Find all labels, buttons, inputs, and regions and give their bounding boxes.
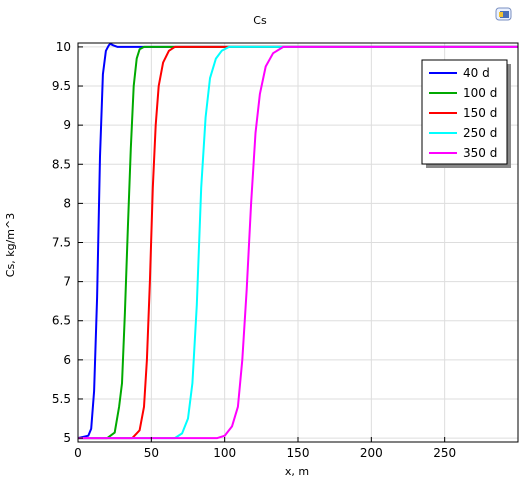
y-tick-label: 5.5 bbox=[52, 392, 71, 406]
y-axis-title: Cs, kg/m^3 bbox=[4, 213, 17, 277]
chart-title: Cs bbox=[253, 14, 267, 27]
legend-label: 250 d bbox=[463, 126, 497, 140]
legend-label: 350 d bbox=[463, 146, 497, 160]
y-tick-label: 8 bbox=[63, 196, 71, 210]
y-tick-label: 6.5 bbox=[52, 314, 71, 328]
y-tick-label: 9 bbox=[63, 118, 71, 132]
plot-export-icon[interactable] bbox=[495, 7, 512, 21]
series-layer bbox=[77, 42, 518, 440]
series-line-40-d bbox=[77, 42, 518, 440]
y-tick-label: 7 bbox=[63, 275, 71, 289]
y-tick-label: 6 bbox=[63, 353, 71, 367]
legend-label: 40 d bbox=[463, 66, 490, 80]
legend-label: 100 d bbox=[463, 86, 497, 100]
y-tick-label: 9.5 bbox=[52, 79, 71, 93]
series-line-150-d bbox=[78, 45, 518, 440]
x-tick-label: 200 bbox=[360, 446, 383, 460]
x-tick-label: 0 bbox=[74, 446, 82, 460]
y-tick-label: 5 bbox=[63, 431, 71, 445]
series-line-250-d bbox=[78, 45, 518, 440]
y-tick-label: 8.5 bbox=[52, 157, 71, 171]
y-tick-label: 7.5 bbox=[52, 236, 71, 250]
x-tick-label: 150 bbox=[287, 446, 310, 460]
x-axis-title: x, m bbox=[285, 465, 309, 478]
y-tick-label: 10 bbox=[56, 40, 71, 54]
series-line-100-d bbox=[78, 45, 518, 440]
legend: 40 d 100 d 150 d 250 d 350 d bbox=[421, 59, 511, 168]
x-tick-label: 250 bbox=[433, 446, 456, 460]
x-tick-label: 50 bbox=[144, 446, 159, 460]
x-tick-label: 100 bbox=[213, 446, 236, 460]
legend-label: 150 d bbox=[463, 106, 497, 120]
axis-ticks bbox=[77, 46, 446, 442]
series-line-350-d bbox=[78, 45, 518, 440]
